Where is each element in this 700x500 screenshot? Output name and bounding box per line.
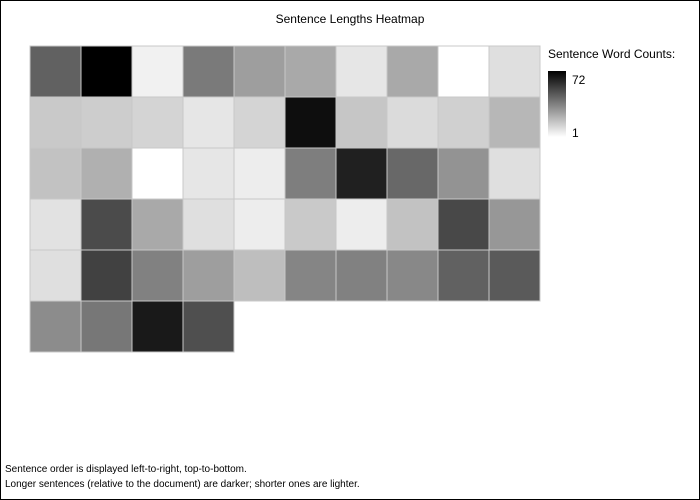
heatmap-cell-5 xyxy=(233,45,286,98)
heatmap-cell-3 xyxy=(131,45,184,98)
heatmap-cell-17 xyxy=(335,96,388,149)
heatmap-cell-26 xyxy=(284,147,337,200)
heatmap-cell-19 xyxy=(437,96,490,149)
heatmap-cell-34 xyxy=(182,198,235,251)
heatmap-cell-49 xyxy=(437,249,490,302)
heatmap-cell-39 xyxy=(437,198,490,251)
legend-max-label: 72 xyxy=(572,73,586,87)
heatmap-cell-22 xyxy=(80,147,133,200)
heatmap-cell-8 xyxy=(386,45,439,98)
heatmap-cell-42 xyxy=(80,249,133,302)
heatmap-cell-30 xyxy=(488,147,541,200)
heatmap-cell-28 xyxy=(386,147,439,200)
heatmap-cell-11 xyxy=(29,96,82,149)
legend-gradient-bar xyxy=(548,71,566,137)
heatmap-cell-31 xyxy=(29,198,82,251)
heatmap-cell-37 xyxy=(335,198,388,251)
heatmap-cell-24 xyxy=(182,147,235,200)
heatmap-cell-25 xyxy=(233,147,286,200)
heatmap-cell-43 xyxy=(131,249,184,302)
heatmap-cell-10 xyxy=(488,45,541,98)
heatmap-cell-9 xyxy=(437,45,490,98)
heatmap-cell-35 xyxy=(233,198,286,251)
heatmap-cell-33 xyxy=(131,198,184,251)
heatmap-cell-32 xyxy=(80,198,133,251)
heatmap-cell-46 xyxy=(284,249,337,302)
heatmap-cell-1 xyxy=(29,45,82,98)
heatmap-cell-54 xyxy=(182,300,235,353)
legend-min-label: 1 xyxy=(572,126,579,140)
heatmap-cell-53 xyxy=(131,300,184,353)
heatmap-cell-41 xyxy=(29,249,82,302)
heatmap-cell-15 xyxy=(233,96,286,149)
heatmap-cell-6 xyxy=(284,45,337,98)
heatmap-cell-23 xyxy=(131,147,184,200)
heatmap-cell-50 xyxy=(488,249,541,302)
heatmap-cell-47 xyxy=(335,249,388,302)
heatmap-cell-45 xyxy=(233,249,286,302)
heatmap-cell-4 xyxy=(182,45,235,98)
heatmap-cell-2 xyxy=(80,45,133,98)
heatmap-cell-51 xyxy=(29,300,82,353)
footer-note-order: Sentence order is displayed left-to-righ… xyxy=(5,464,247,475)
heatmap-cell-20 xyxy=(488,96,541,149)
heatmap-cell-7 xyxy=(335,45,388,98)
heatmap-cell-29 xyxy=(437,147,490,200)
heatmap-cell-52 xyxy=(80,300,133,353)
legend-title: Sentence Word Counts: xyxy=(548,47,676,61)
chart-title: Sentence Lengths Heatmap xyxy=(275,12,425,26)
footer-note-shading: Longer sentences (relative to the docume… xyxy=(5,479,360,490)
heatmap-cell-16 xyxy=(284,96,337,149)
heatmap-cell-44 xyxy=(182,249,235,302)
heatmap-cell-13 xyxy=(131,96,184,149)
heatmap-cell-38 xyxy=(386,198,439,251)
heatmap-cell-48 xyxy=(386,249,439,302)
heatmap-cell-27 xyxy=(335,147,388,200)
heatmap-cell-14 xyxy=(182,96,235,149)
heatmap-cell-36 xyxy=(284,198,337,251)
heatmap-cell-18 xyxy=(386,96,439,149)
heatmap-cell-12 xyxy=(80,96,133,149)
heatmap-cell-21 xyxy=(29,147,82,200)
heatmap-cell-40 xyxy=(488,198,541,251)
